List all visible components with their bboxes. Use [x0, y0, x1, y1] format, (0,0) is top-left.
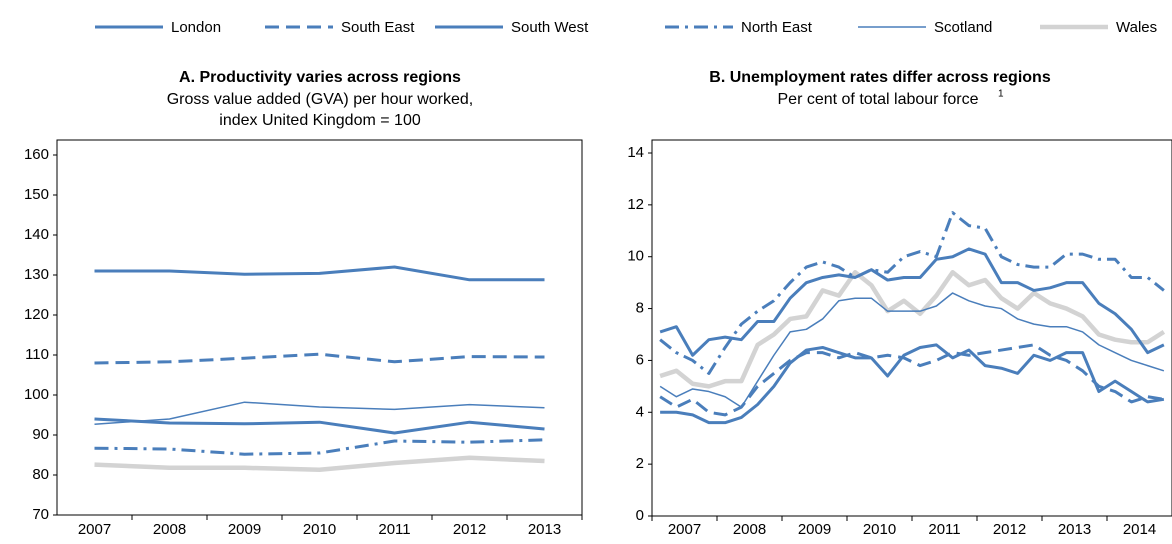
series-line [94, 438, 545, 456]
x-tick-label: 2013 [1058, 521, 1091, 538]
series-line [94, 417, 545, 435]
series-line [659, 270, 1166, 389]
x-tick-label: 2014 [1123, 521, 1156, 538]
y-tick-label: 130 [24, 266, 49, 283]
legend-label: Scotland [934, 19, 992, 36]
x-tick-label: 2008 [733, 521, 766, 538]
x-tick-label: 2011 [928, 521, 960, 538]
y-tick-label: 0 [636, 507, 644, 524]
y-tick-label: 8 [636, 300, 644, 317]
y-tick-label: 70 [32, 506, 49, 523]
y-tick-label: 150 [24, 186, 49, 203]
y-tick-label: 14 [627, 144, 644, 161]
y-tick-label: 10 [627, 248, 644, 265]
footnote-marker: 1 [998, 89, 1004, 100]
chart-title: A. Productivity varies across regions [179, 69, 461, 86]
y-tick-label: 6 [636, 351, 644, 368]
series-line [94, 265, 545, 282]
x-tick-label: 2007 [668, 521, 701, 538]
legend-label: Wales [1116, 19, 1157, 36]
x-tick-label: 2007 [78, 521, 111, 538]
y-tick-label: 100 [24, 386, 49, 403]
legend-label: South East [341, 19, 415, 36]
y-tick-label: 120 [24, 306, 49, 323]
series-line [660, 343, 1165, 425]
y-tick-label: 140 [24, 226, 49, 243]
x-tick-label: 2009 [228, 521, 261, 538]
y-tick-label: 80 [32, 466, 49, 483]
x-tick-label: 2011 [378, 521, 410, 538]
x-tick-label: 2008 [153, 521, 186, 538]
chart-title: B. Unemployment rates differ across regi… [709, 69, 1051, 86]
plot-lines [659, 211, 1166, 425]
y-tick-label: 2 [636, 455, 644, 472]
series-line [94, 401, 545, 425]
legend-label: London [171, 19, 221, 36]
x-tick-label: 2013 [528, 521, 561, 538]
series-line [659, 211, 1165, 375]
chart-subtitle: Per cent of total labour force [778, 91, 979, 108]
chart-subtitle: index United Kingdom = 100 [219, 112, 421, 129]
x-tick-label: 2010 [303, 521, 336, 538]
x-tick-label: 2010 [863, 521, 896, 538]
y-tick-label: 90 [32, 426, 49, 443]
x-tick-label: 2012 [993, 521, 1026, 538]
y-tick-label: 4 [636, 403, 644, 420]
plot-frame [56, 139, 583, 516]
legend-label: South West [511, 19, 589, 36]
legend-label: North East [741, 19, 813, 36]
y-tick-label: 110 [25, 346, 49, 363]
series-line [94, 455, 545, 473]
x-tick-label: 2012 [453, 521, 486, 538]
chart-subtitle: Gross value added (GVA) per hour worked, [167, 91, 474, 108]
series-line [94, 352, 545, 365]
plot-lines [94, 265, 545, 473]
y-tick-label: 160 [24, 146, 49, 163]
y-tick-label: 12 [627, 196, 644, 213]
series-line [659, 247, 1165, 357]
x-tick-label: 2009 [798, 521, 831, 538]
series-line [659, 343, 1165, 417]
legend: London South East South West North East Scot… [95, 19, 1157, 36]
